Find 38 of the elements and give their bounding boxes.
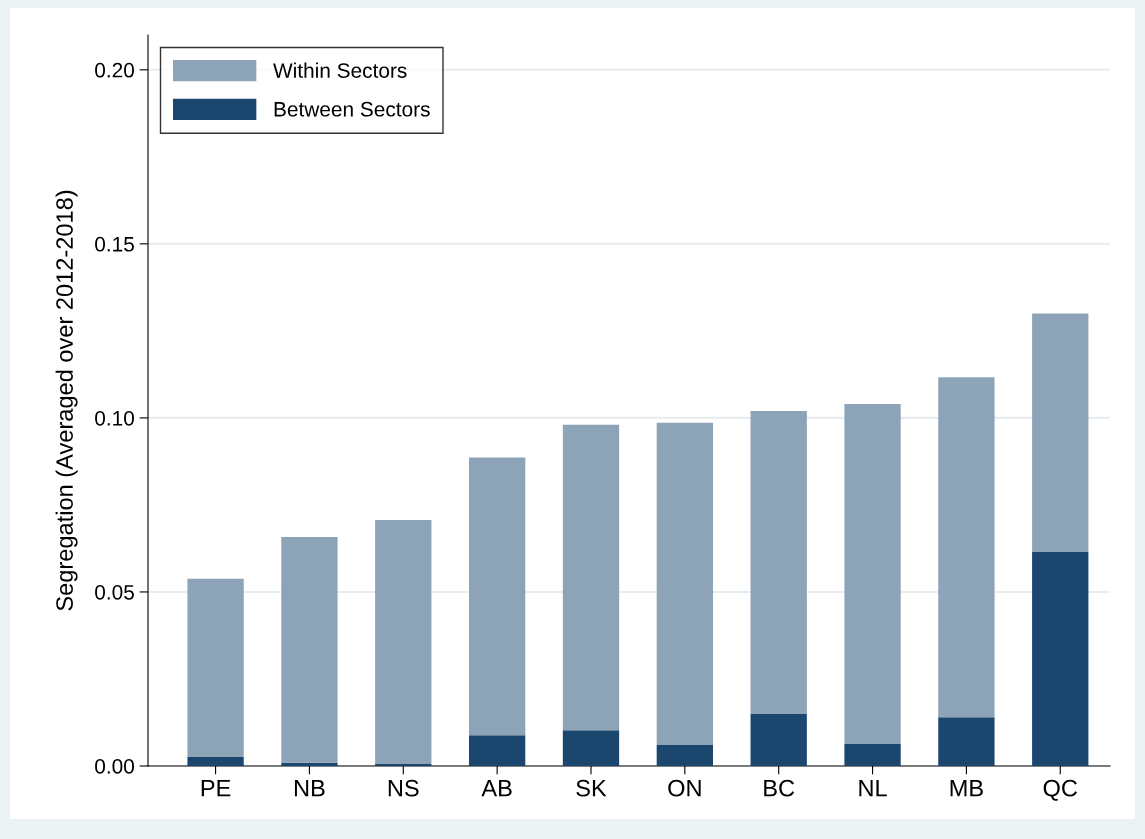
- bar: [656, 745, 713, 766]
- bar: [656, 422, 713, 746]
- bar: [187, 756, 244, 766]
- x-tick-label: NS: [388, 779, 419, 797]
- x-tick-label: QC: [1043, 779, 1078, 801]
- x-tick-label: NL: [859, 780, 887, 797]
- x-tick-label: BC: [764, 779, 795, 797]
- bar: [750, 410, 807, 714]
- y-tick-label: 0.05: [95, 584, 134, 600]
- bar: [844, 403, 901, 745]
- bar: [562, 424, 620, 731]
- bar: [844, 744, 901, 766]
- x-tick-label: MB: [950, 780, 983, 797]
- bar: [375, 763, 432, 766]
- y-tick-label: 0.10: [95, 410, 134, 426]
- bar: [938, 377, 995, 718]
- bar: [562, 730, 620, 766]
- bar: [187, 578, 244, 757]
- x-tick-label: NB: [294, 780, 325, 797]
- x-tick-label: PE: [201, 780, 231, 797]
- y-tick-label: 0.20: [95, 62, 134, 78]
- bar: [375, 519, 432, 764]
- x-tick-label: SK: [576, 779, 607, 797]
- x-tick-label: ON: [668, 779, 701, 797]
- bar: [938, 717, 995, 766]
- legend-label: Between Sectors: [274, 101, 430, 117]
- bar: [1032, 551, 1089, 766]
- bar: [750, 713, 807, 766]
- bar: [281, 536, 338, 763]
- y-tick-label: 0.15: [95, 236, 134, 252]
- bar: [468, 735, 526, 766]
- bar: [468, 457, 526, 736]
- bar: [1032, 313, 1089, 552]
- y-axis-title: Segregation (Averaged over 2012-2018): [55, 190, 78, 611]
- bar: [281, 762, 338, 766]
- y-tick-label: 0.00: [95, 759, 134, 774]
- x-tick-label: AB: [481, 780, 512, 797]
- legend-label: Within Sectors: [273, 62, 407, 78]
